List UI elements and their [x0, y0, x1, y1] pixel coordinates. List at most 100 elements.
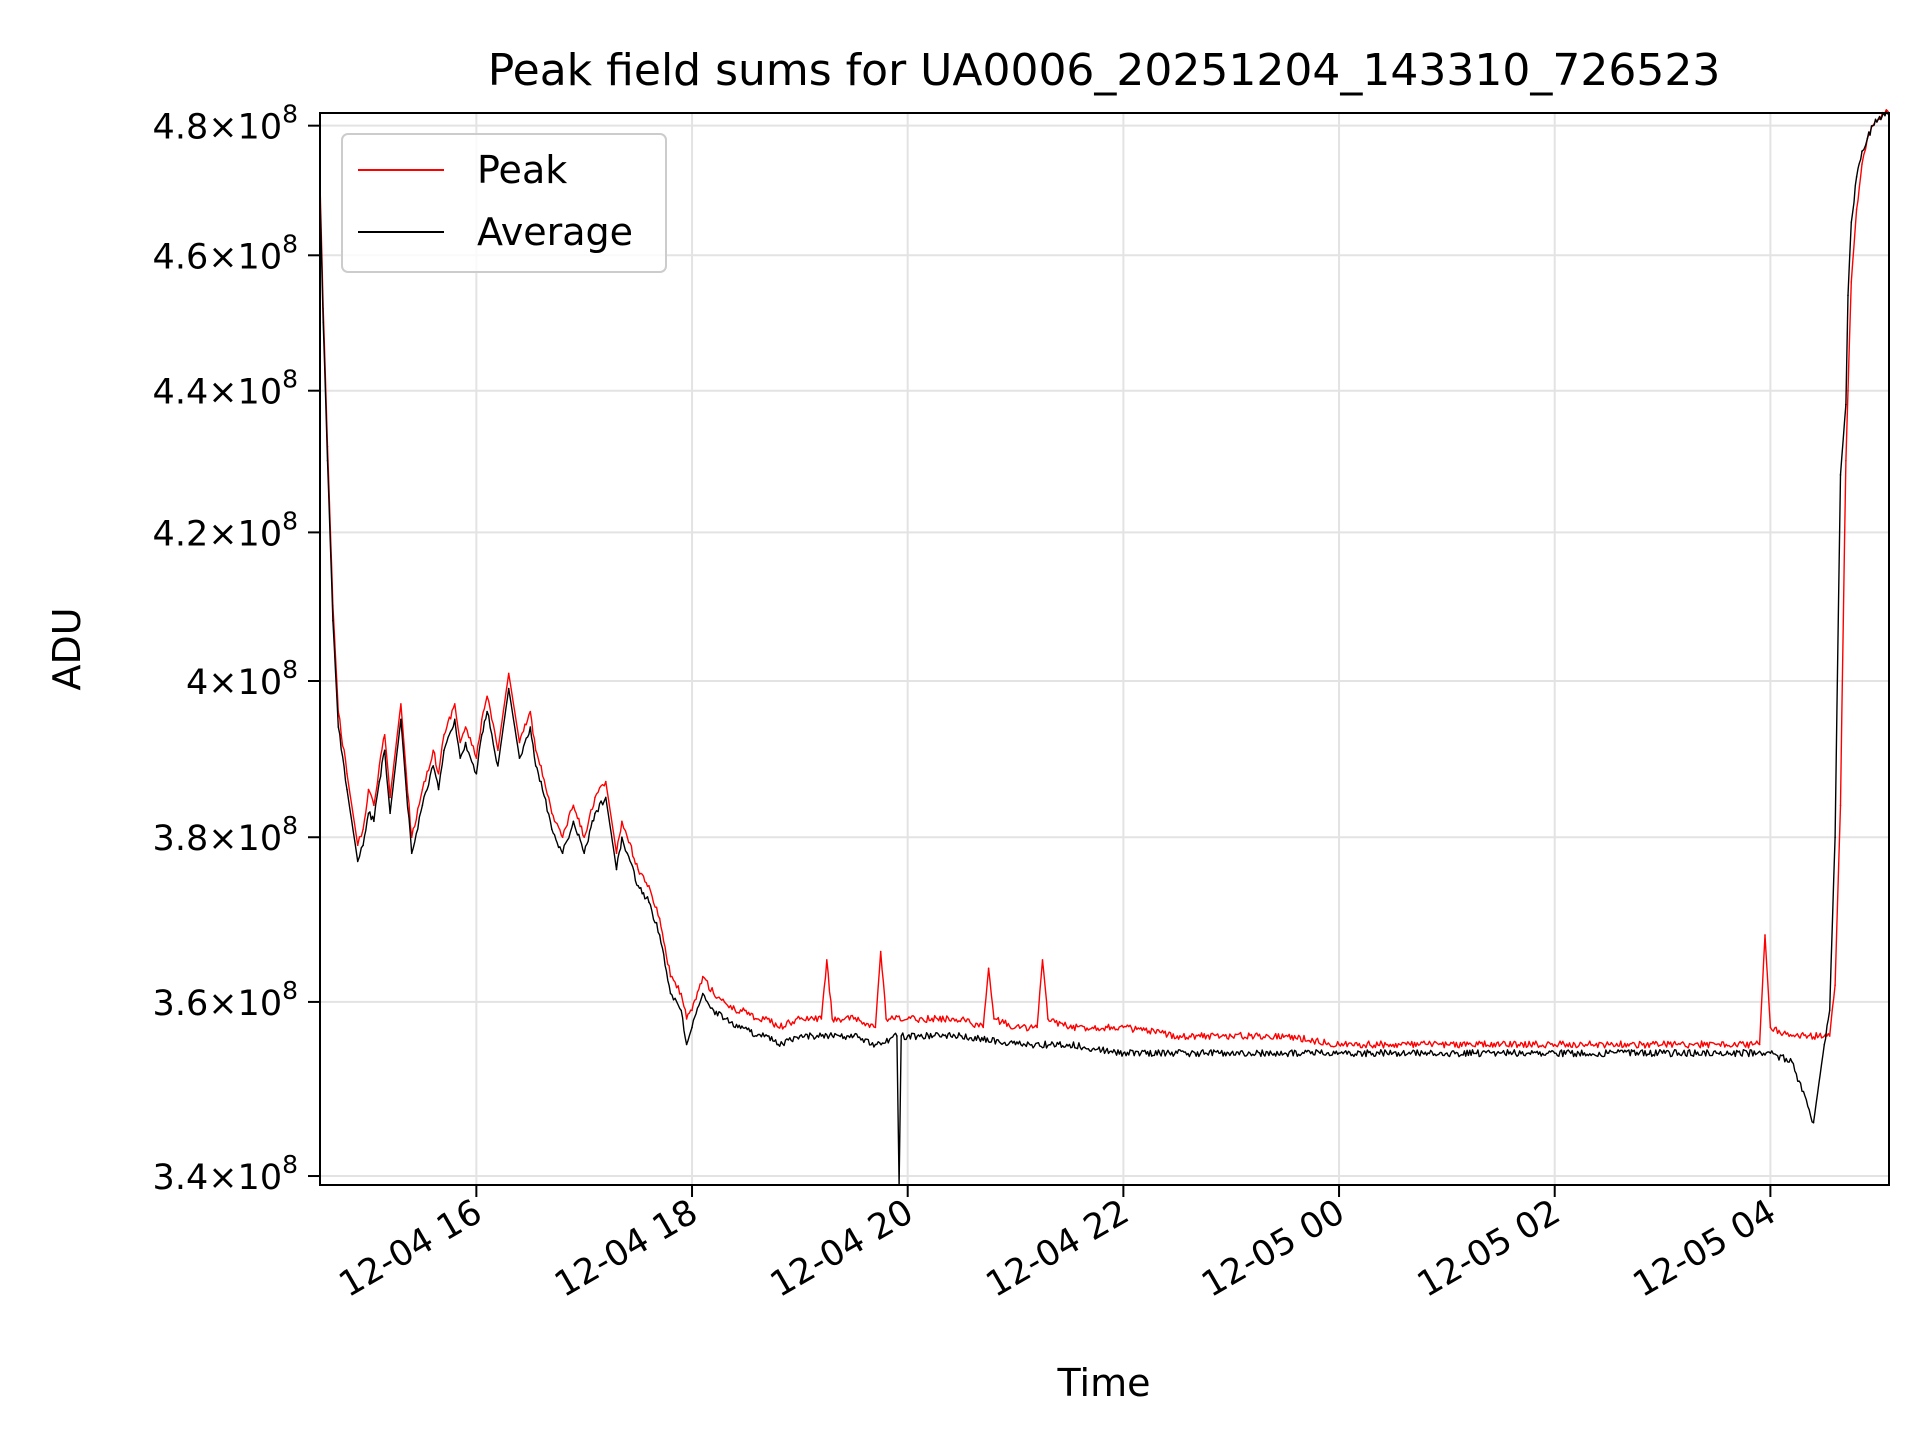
grid-layer — [320, 113, 1889, 1185]
data-point-peak — [346, 773, 348, 775]
data-point-peak — [1041, 959, 1044, 961]
legend-frame — [341, 133, 667, 273]
y-tick-base: 10 — [238, 819, 283, 859]
data-point-average — [410, 852, 413, 855]
data-point-average — [464, 741, 467, 744]
data-point-average — [454, 718, 456, 721]
data-point-average — [1446, 1052, 1448, 1054]
data-point-peak — [572, 804, 575, 807]
data-point-average — [685, 1043, 688, 1046]
data-point-peak — [1764, 934, 1766, 936]
data-point-peak — [712, 992, 715, 995]
data-point-average — [1284, 1052, 1286, 1054]
data-point-peak — [1769, 1026, 1772, 1029]
data-point-peak — [1036, 1026, 1038, 1029]
data-point-average — [1845, 403, 1847, 406]
y-tick-exponent: 8 — [282, 655, 298, 684]
data-point-average — [400, 718, 402, 721]
data-point-peak — [637, 868, 639, 871]
data-point-peak — [486, 695, 488, 698]
data-point-average — [486, 710, 488, 713]
data-point-peak — [400, 703, 402, 705]
y-tick-times: × — [208, 819, 237, 859]
data-point-average — [621, 836, 623, 838]
data-point-peak — [1758, 1043, 1761, 1046]
data-point-average — [723, 1018, 726, 1020]
data-point-average — [534, 765, 537, 767]
data-point-peak — [437, 773, 440, 775]
data-point-average — [691, 1026, 693, 1029]
data-point-average — [383, 749, 386, 752]
y-tick-exponent: 8 — [282, 506, 298, 535]
y-tick-label: 4.8×108 — [153, 100, 298, 148]
data-point-peak — [1823, 1035, 1826, 1037]
data-point-average — [1500, 1052, 1502, 1054]
data-point-average — [481, 734, 483, 736]
series-line-average — [319, 111, 1890, 1186]
data-point-average — [1769, 1052, 1772, 1054]
data-point-average — [900, 1035, 902, 1037]
data-point-peak — [831, 1018, 833, 1020]
data-point-peak — [993, 1018, 995, 1020]
data-point-peak — [1828, 1035, 1831, 1037]
legend: Peak Average — [341, 133, 667, 273]
data-point-average — [322, 321, 325, 324]
data-point-average — [820, 1035, 823, 1037]
data-point-peak — [1500, 1043, 1502, 1046]
data-point-average — [1553, 1052, 1556, 1054]
data-point-peak — [691, 1009, 693, 1012]
data-point-average — [367, 812, 370, 815]
data-point-average — [874, 1043, 877, 1046]
data-point-average — [1176, 1052, 1179, 1054]
data-point-peak — [1661, 1043, 1664, 1046]
data-point-peak — [615, 852, 618, 855]
data-point-peak — [1847, 389, 1849, 392]
y-axis-label: ADU — [45, 607, 89, 690]
data-point-average — [572, 820, 575, 823]
y-tick-times: × — [208, 237, 237, 277]
data-point-average — [658, 934, 661, 936]
data-point-peak — [680, 992, 682, 995]
y-tick-exponent: 8 — [282, 811, 298, 840]
data-point-average — [332, 619, 334, 622]
data-point-peak — [1850, 281, 1853, 283]
data-point-peak — [454, 703, 456, 705]
data-point-peak — [745, 1009, 747, 1012]
data-point-peak — [378, 765, 381, 767]
data-point-peak — [594, 796, 596, 799]
y-tick-label: 4.6×108 — [153, 229, 298, 277]
data-point-average — [615, 868, 618, 871]
data-point-peak — [605, 780, 607, 783]
data-point-peak — [475, 757, 478, 759]
data-point-peak — [561, 836, 564, 838]
data-point-average — [551, 828, 553, 830]
y-tick-mantissa: 4.8 — [153, 108, 209, 148]
data-point-average — [896, 1035, 898, 1037]
data-point-average — [1230, 1052, 1232, 1054]
data-point-peak — [1553, 1043, 1556, 1046]
data-point-peak — [982, 1026, 984, 1029]
data-point-average — [518, 757, 521, 759]
data-point-peak — [853, 1018, 855, 1020]
data-point-peak — [389, 796, 391, 799]
data-point-peak — [518, 741, 521, 744]
data-point-peak — [734, 1009, 736, 1012]
data-point-peak — [373, 804, 375, 807]
data-point-peak — [405, 773, 408, 775]
data-point-average — [1823, 1043, 1826, 1046]
data-point-peak — [481, 718, 483, 721]
data-point-peak — [534, 749, 537, 752]
data-point-peak — [755, 1018, 758, 1020]
y-tick-label: 3.6×108 — [153, 976, 298, 1024]
data-point-peak — [777, 1026, 780, 1029]
data-point-peak — [766, 1018, 769, 1020]
data-point-peak — [421, 788, 424, 791]
data-point-average — [1850, 221, 1853, 224]
data-point-average — [594, 812, 596, 815]
data-point-peak — [1446, 1043, 1448, 1046]
data-point-average — [755, 1035, 758, 1037]
data-point-peak — [826, 959, 828, 961]
data-point-peak — [799, 1018, 801, 1020]
data-point-average — [1068, 1043, 1071, 1046]
